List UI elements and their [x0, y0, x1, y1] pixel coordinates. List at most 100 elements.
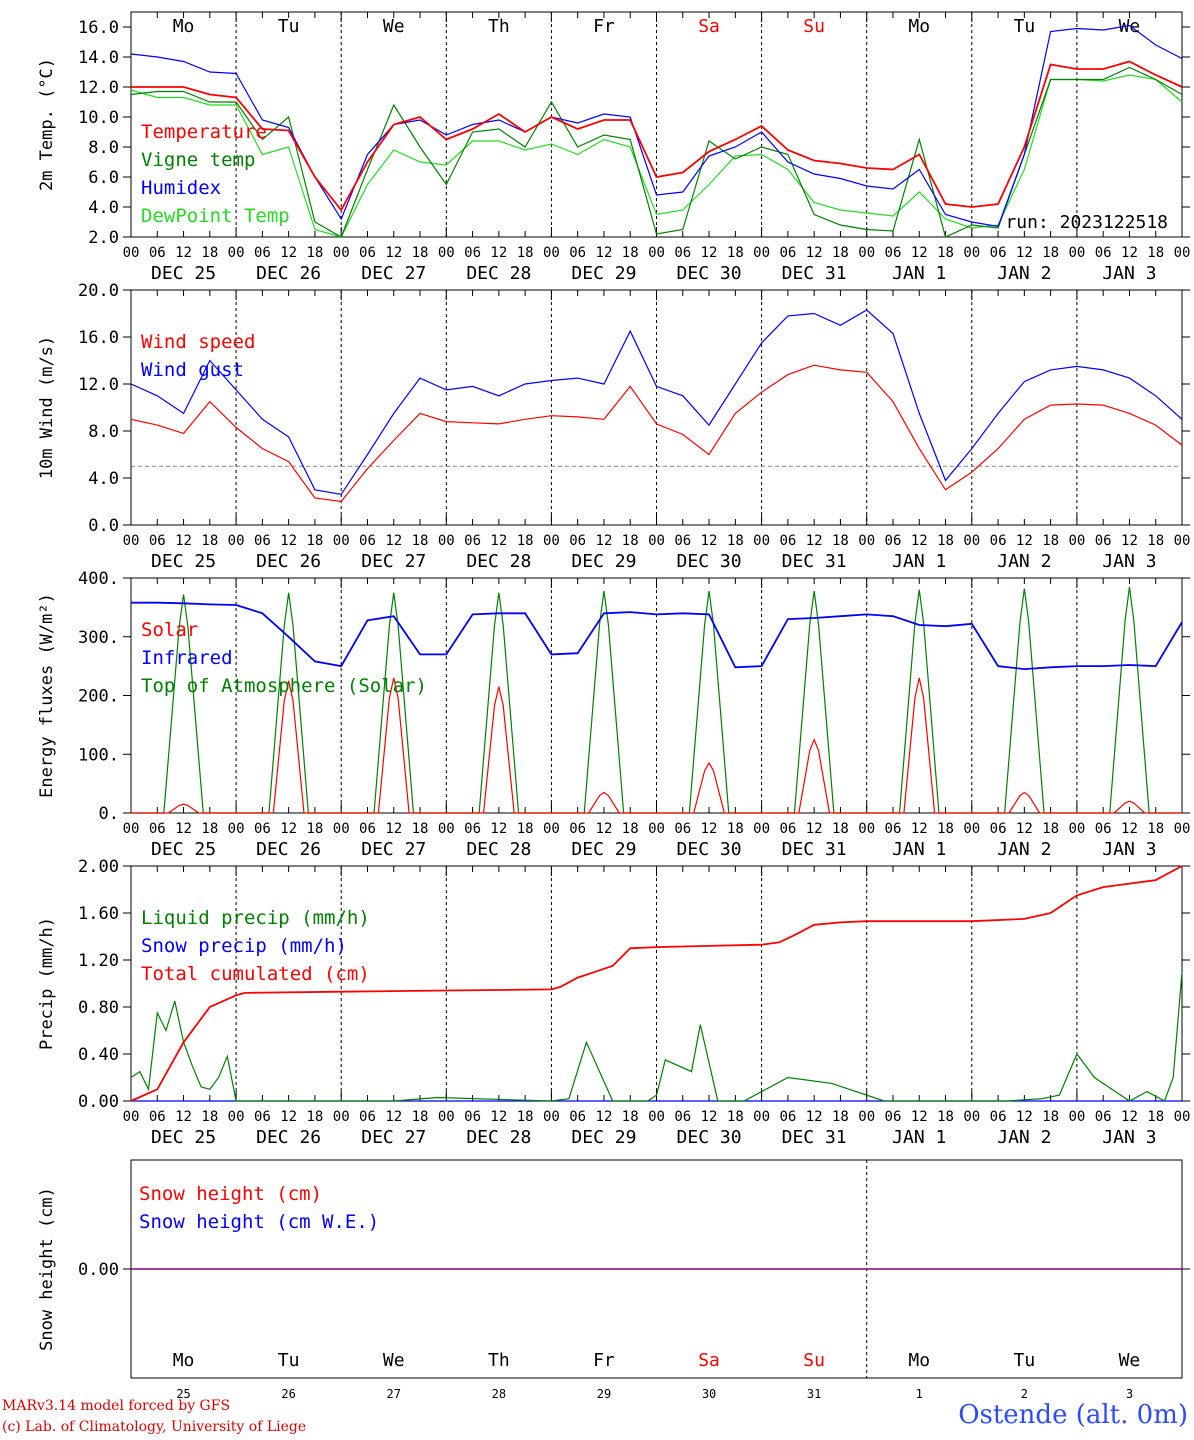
- legend-entry: Wind gust: [141, 359, 244, 381]
- hour-tick-label: 00: [648, 821, 665, 837]
- hour-tick-label: 00: [858, 821, 875, 837]
- hour-tick-label: 00: [228, 245, 245, 261]
- y-tick-label: 0.0: [88, 516, 119, 536]
- hour-tick-label: 12: [911, 1109, 928, 1125]
- hour-tick-label: 00: [228, 533, 245, 549]
- hour-tick-label: 12: [596, 245, 613, 261]
- hour-tick-label: 00: [228, 821, 245, 837]
- day-label: DEC 29: [571, 839, 636, 860]
- hour-tick-label: 06: [674, 821, 691, 837]
- legend-entry: Snow precip (mm/h): [141, 935, 347, 957]
- legend-entry: Liquid precip (mm/h): [141, 907, 370, 929]
- day-label: JAN 2: [997, 263, 1051, 284]
- hour-tick-label: 06: [990, 533, 1007, 549]
- weekday-label: Su: [803, 16, 825, 37]
- y-tick-label: 1.20: [78, 951, 119, 971]
- y-tick-label: 400.: [78, 569, 119, 589]
- hour-tick-label: 18: [517, 1109, 534, 1125]
- weekday-label: Tu: [278, 1350, 300, 1371]
- hour-tick-label: 18: [306, 1109, 323, 1125]
- day-number-label: 27: [387, 1387, 401, 1400]
- hour-tick-label: 00: [333, 245, 350, 261]
- hour-tick-label: 12: [701, 533, 718, 549]
- hour-tick-label: 12: [280, 1109, 297, 1125]
- hour-tick-label: 06: [359, 821, 376, 837]
- day-number-label: 1: [916, 1387, 923, 1400]
- hour-tick-label: 18: [412, 1109, 429, 1125]
- day-label: JAN 1: [892, 839, 946, 860]
- day-number-label: 26: [281, 1387, 295, 1400]
- weekday-label: We: [1119, 1350, 1141, 1371]
- day-label: DEC 27: [361, 1127, 426, 1148]
- day-label: DEC 28: [466, 839, 531, 860]
- hour-tick-label: 00: [438, 533, 455, 549]
- hour-tick-label: 06: [885, 821, 902, 837]
- day-number-label: 28: [492, 1387, 506, 1400]
- hour-tick-label: 00: [753, 821, 770, 837]
- day-label: JAN 1: [892, 263, 946, 284]
- hour-tick-label: 06: [569, 533, 586, 549]
- hour-tick-label: 12: [490, 533, 507, 549]
- hour-tick-label: 12: [280, 533, 297, 549]
- hour-tick-label: 12: [385, 245, 402, 261]
- weekday-label: Fr: [593, 1350, 615, 1371]
- series-temperature: [131, 60, 1183, 212]
- credit-line-2: (c) Lab. of Climatology, University of L…: [2, 1419, 307, 1435]
- day-label: DEC 30: [677, 263, 742, 284]
- series-infrared: [131, 601, 1183, 671]
- hour-tick-label: 00: [1174, 821, 1191, 837]
- day-label: JAN 2: [997, 1127, 1051, 1148]
- hour-tick-label: 12: [385, 821, 402, 837]
- weekday-label: Sa: [698, 1350, 720, 1371]
- hour-tick-label: 12: [175, 533, 192, 549]
- hour-tick-label: 00: [123, 533, 140, 549]
- y-axis-label: 2m Temp. (°C): [37, 58, 57, 191]
- day-label: DEC 25: [151, 263, 216, 284]
- weekday-label: We: [383, 16, 405, 37]
- hour-tick-label: 00: [543, 245, 560, 261]
- hour-tick-label: 18: [306, 245, 323, 261]
- day-label: DEC 27: [361, 551, 426, 572]
- day-label: JAN 3: [1102, 839, 1156, 860]
- y-tick-label: 4.0: [88, 198, 119, 218]
- day-label: DEC 26: [256, 1127, 321, 1148]
- series-liquid-precip: [130, 971, 1183, 1102]
- hour-tick-label: 00: [753, 245, 770, 261]
- hour-tick-label: 00: [543, 533, 560, 549]
- series-wind-gust: [130, 309, 1183, 496]
- day-label: DEC 25: [151, 839, 216, 860]
- hour-tick-label: 18: [1042, 821, 1059, 837]
- hour-tick-label: 00: [438, 245, 455, 261]
- day-label: DEC 27: [361, 263, 426, 284]
- hour-tick-label: 18: [306, 821, 323, 837]
- y-tick-label: 0.: [99, 804, 119, 824]
- day-label: DEC 26: [256, 551, 321, 572]
- hour-tick-label: 12: [1016, 533, 1033, 549]
- hour-tick-label: 06: [779, 821, 796, 837]
- legend-entry: Snow height (cm): [139, 1183, 322, 1205]
- hour-tick-label: 12: [596, 1109, 613, 1125]
- weekday-label: Tu: [1014, 1350, 1036, 1371]
- hour-tick-label: 06: [990, 1109, 1007, 1125]
- day-label: JAN 3: [1102, 263, 1156, 284]
- weekday-label: We: [383, 1350, 405, 1371]
- day-label: DEC 25: [151, 551, 216, 572]
- hour-tick-label: 06: [1095, 1109, 1112, 1125]
- weekday-label: Tu: [1014, 16, 1036, 37]
- weekday-label: Th: [488, 16, 510, 37]
- y-tick-label: 8.0: [88, 138, 119, 158]
- hour-tick-label: 06: [464, 245, 481, 261]
- hour-tick-label: 06: [464, 821, 481, 837]
- hour-tick-label: 18: [1042, 533, 1059, 549]
- weekday-label: Fr: [593, 16, 615, 37]
- hour-tick-label: 18: [727, 533, 744, 549]
- hour-tick-label: 12: [490, 821, 507, 837]
- hour-tick-label: 00: [1068, 533, 1085, 549]
- hour-tick-label: 00: [753, 533, 770, 549]
- hour-tick-label: 18: [622, 533, 639, 549]
- hour-tick-label: 00: [1174, 533, 1191, 549]
- y-tick-label: 8.0: [88, 422, 119, 442]
- series-total-cumulated: [130, 865, 1183, 1102]
- y-tick-label: 2.00: [78, 857, 119, 877]
- hour-tick-label: 00: [123, 821, 140, 837]
